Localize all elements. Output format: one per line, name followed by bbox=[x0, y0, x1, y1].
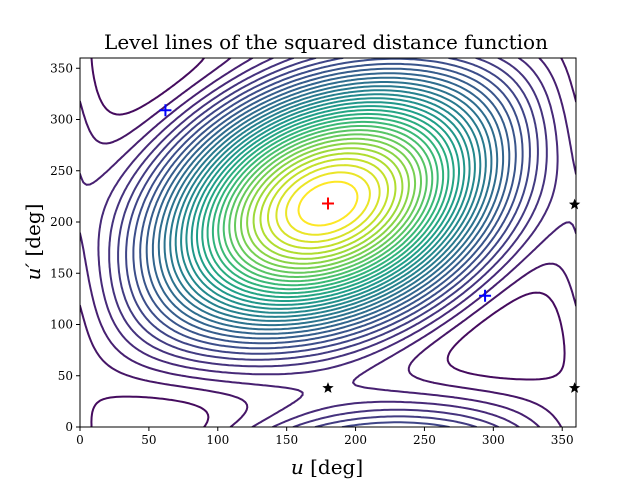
x-axis-label-unit: [deg] bbox=[304, 455, 363, 479]
chart-title: Level lines of the squared distance func… bbox=[104, 30, 548, 54]
contour-level-30 bbox=[259, 152, 397, 255]
contour-level-17 bbox=[185, 97, 471, 310]
contour-level-31 bbox=[267, 157, 389, 250]
y-axis-ticks: 0 50 100 150 200 250 300 350 bbox=[50, 61, 80, 434]
x-tick-label: 200 bbox=[344, 433, 367, 447]
y-tick-label: 250 bbox=[50, 164, 73, 178]
x-tick-label: 0 bbox=[76, 433, 84, 447]
contour-level-8 bbox=[132, 58, 524, 350]
y-tick-label: 0 bbox=[65, 420, 73, 434]
contour-level-25 bbox=[228, 129, 428, 278]
contour-level-26 bbox=[234, 133, 422, 274]
critical-point-markers bbox=[159, 104, 581, 393]
x-tick-label: 350 bbox=[551, 433, 574, 447]
contour-level-22 bbox=[211, 116, 445, 291]
contour-lines bbox=[80, 58, 576, 427]
contour-level-19 bbox=[196, 105, 460, 302]
y-tick-label: 150 bbox=[50, 266, 73, 280]
contour-level-1 bbox=[90, 58, 566, 427]
x-tick-label: 250 bbox=[413, 433, 436, 447]
y-tick-label: 50 bbox=[58, 369, 73, 383]
contour-level-13 bbox=[163, 81, 493, 327]
contour-level-11 bbox=[151, 72, 505, 335]
maximum-marker bbox=[322, 197, 334, 210]
plot-frame bbox=[79, 57, 577, 428]
x-tick-label: 100 bbox=[206, 433, 229, 447]
contour-level-18 bbox=[190, 101, 466, 306]
contour-level-33 bbox=[285, 171, 371, 236]
contour-level-4 bbox=[97, 58, 559, 427]
y-axis-label-unit: [deg] bbox=[21, 204, 45, 263]
contour-level-34 bbox=[297, 180, 359, 227]
x-tick-label: 300 bbox=[482, 433, 505, 447]
x-tick-label: 150 bbox=[275, 433, 298, 447]
x-axis-ticks: 0 50 100 150 200 250 300 350 bbox=[76, 427, 574, 447]
contour-level-27 bbox=[240, 137, 417, 270]
y-axis-label: u′ [deg] bbox=[21, 204, 45, 281]
contour-level-2 bbox=[80, 58, 576, 427]
contour-level-15 bbox=[174, 89, 482, 318]
minimum-1-marker bbox=[322, 382, 334, 393]
y-tick-label: 200 bbox=[50, 215, 73, 229]
saddle-1-marker bbox=[159, 104, 172, 117]
contour-level-3 bbox=[80, 58, 576, 427]
contour-level-10 bbox=[145, 67, 511, 340]
saddle-2-marker bbox=[479, 289, 492, 302]
x-axis-label-variable: u bbox=[291, 455, 304, 479]
contour-level-23 bbox=[217, 120, 439, 287]
y-tick-label: 100 bbox=[50, 318, 73, 332]
contour-level-24 bbox=[222, 125, 434, 283]
contour-level-16 bbox=[180, 93, 476, 314]
contour-level-9 bbox=[139, 62, 517, 345]
contour-level-28 bbox=[246, 142, 410, 265]
contour-level-20 bbox=[201, 109, 455, 299]
minimum-2-marker bbox=[568, 382, 581, 393]
y-axis-label-variable: u′ bbox=[21, 263, 45, 281]
contour-level-21 bbox=[206, 112, 450, 295]
x-tick-label: 50 bbox=[141, 433, 156, 447]
contour-level-32 bbox=[275, 164, 381, 243]
minimum-3-marker bbox=[568, 198, 581, 210]
contour-level-14 bbox=[169, 85, 487, 322]
x-axis-label: u [deg] bbox=[291, 455, 363, 479]
contour-level-29 bbox=[252, 147, 404, 260]
contour-level-12 bbox=[157, 76, 499, 331]
y-tick-label: 350 bbox=[50, 61, 73, 75]
y-tick-label: 300 bbox=[50, 113, 73, 127]
